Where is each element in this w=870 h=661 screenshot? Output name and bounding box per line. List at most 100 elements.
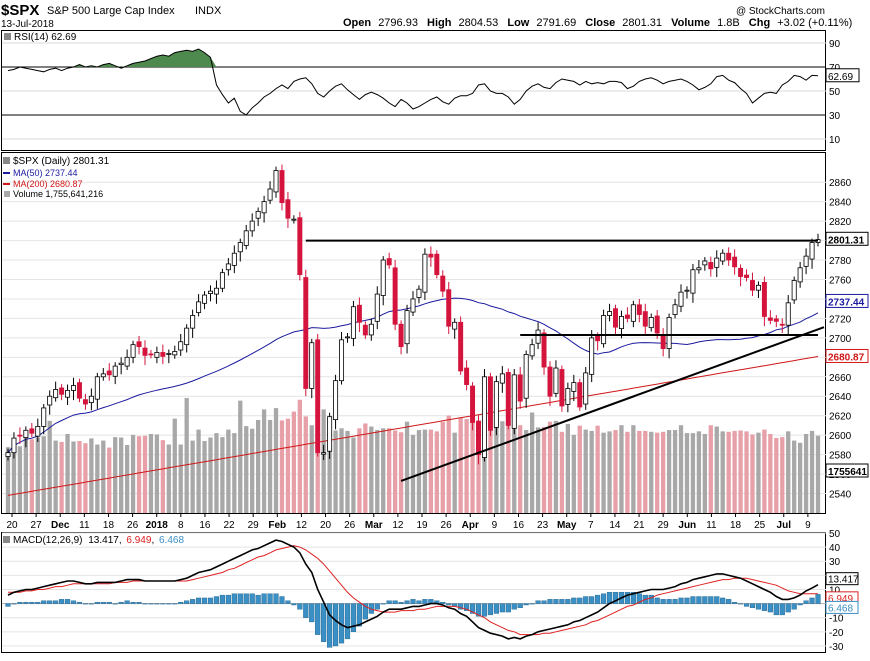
- candle-body: [362, 324, 368, 336]
- volume-bar: [631, 425, 636, 513]
- volume-bar: [59, 441, 64, 513]
- date-tick-label: May: [557, 520, 577, 531]
- candle-body: [380, 259, 386, 296]
- candle-body: [82, 399, 88, 405]
- volume-bar: [256, 419, 261, 513]
- macd-histogram-bar: [160, 603, 166, 605]
- macd-histogram-bar: [154, 603, 160, 605]
- close-value: 2801.31: [622, 17, 662, 29]
- macd-histogram-bar: [684, 597, 690, 604]
- candle-body: [642, 311, 648, 327]
- macd-histogram-bar: [207, 597, 214, 604]
- candle-body: [112, 365, 118, 377]
- candle-body: [386, 258, 392, 266]
- macd-histogram-bar: [231, 593, 237, 604]
- volume-bar: [375, 430, 380, 513]
- volume-label: Volume: [671, 17, 710, 29]
- ohlc-summary: Open 2796.93 High 2804.53 Low 2791.69 Cl…: [343, 17, 852, 29]
- date-tick-label: 16: [513, 520, 525, 531]
- macd-histogram-bar: [749, 603, 756, 609]
- volume-bar: [577, 425, 582, 513]
- macd-histogram-bar: [285, 600, 291, 604]
- rsi-panel: 907050301062.69: [2, 39, 860, 146]
- candle-body: [5, 452, 11, 457]
- ma50-last-label-box: [825, 293, 869, 308]
- chg-label: Chg: [749, 17, 770, 29]
- macd-histogram-bar: [243, 593, 249, 604]
- macd-tick-label: -20: [829, 628, 844, 639]
- candle-body: [71, 385, 76, 391]
- candle-body: [339, 339, 345, 382]
- macd-histogram-bar: [743, 603, 750, 607]
- rsi-line: [7, 48, 819, 116]
- volume-bar: [220, 437, 225, 513]
- candle-body: [708, 262, 714, 270]
- volume-bar: [291, 411, 297, 513]
- date-tick-label: Jun: [678, 520, 696, 531]
- volume-bar: [780, 437, 785, 513]
- candle-body: [583, 372, 589, 405]
- volume-bar: [428, 429, 434, 513]
- macd-histogram-bar: [499, 603, 505, 613]
- macd-histogram-bar: [535, 600, 541, 604]
- macd-histogram-bar: [553, 599, 559, 604]
- candle-body: [178, 341, 184, 351]
- price-tick-label: 2700: [829, 334, 852, 345]
- macd-histogram-bar: [17, 601, 23, 604]
- price-tick-label: 2720: [829, 314, 852, 325]
- candle-body: [434, 253, 440, 276]
- macd-histogram-bar: [648, 594, 654, 604]
- date-tick-label: 19: [416, 520, 428, 531]
- volume-legend-label: Volume 1,755,641,216: [13, 189, 103, 199]
- macd-histogram-bar: [809, 597, 815, 604]
- macd-last-label-box: [825, 572, 859, 586]
- open-value: 2796.93: [378, 17, 418, 29]
- candle-body: [172, 351, 178, 356]
- volume-bar: [518, 425, 523, 513]
- price-tick-label: 2840: [829, 198, 852, 209]
- candle-body: [499, 373, 505, 384]
- macd-histogram-bar: [803, 600, 809, 604]
- macd-histogram-bar: [219, 594, 225, 604]
- ma200-line: [7, 356, 819, 496]
- candle-body: [738, 267, 744, 277]
- macd-histogram-bar: [523, 603, 529, 606]
- macd-histogram-bar: [41, 600, 47, 604]
- macd-histogram-bar: [249, 593, 255, 604]
- candle-body: [464, 367, 470, 385]
- candle-body: [124, 356, 130, 367]
- macd-histogram-bar: [53, 600, 59, 604]
- candle-body: [565, 388, 571, 405]
- candle-body: [154, 352, 160, 358]
- price-tick-label: 2540: [829, 490, 852, 501]
- candle-body: [714, 257, 720, 268]
- volume-bar: [124, 444, 130, 513]
- date-tick-label: 26: [441, 520, 453, 531]
- volume-bar: [321, 409, 326, 513]
- macd-histogram-bar: [708, 596, 714, 604]
- candle-body: [690, 269, 696, 294]
- volume-last-label: 1755641: [828, 467, 867, 478]
- date-axis: 20 27 Dec 11 18 26 2018 8 16 22 29 Feb 12 20 26 Mar 12 19…: [6, 513, 811, 531]
- date-tick-label: 14: [609, 520, 621, 531]
- candle-body: [225, 263, 231, 271]
- volume-bar: [649, 431, 654, 513]
- volume-bar: [333, 430, 338, 513]
- candle-body: [422, 253, 428, 293]
- macd-histogram-bar: [142, 603, 148, 605]
- candle-body: [547, 366, 553, 397]
- macd-legend-text: MACD(12,26,9) 13.417, 6.949, 6.468: [13, 535, 184, 546]
- volume-bar: [53, 440, 58, 513]
- price-tick-label: 2620: [829, 412, 852, 423]
- macd-histogram-bar: [505, 603, 511, 613]
- candle-body: [350, 306, 356, 339]
- last-close-label-box: [825, 231, 869, 246]
- volume-bar: [512, 423, 517, 513]
- candle-body: [779, 323, 785, 326]
- macd-histogram-bar: [398, 601, 404, 604]
- macd-histogram-bar: [666, 599, 672, 604]
- macd-histogram-bar: [356, 603, 362, 627]
- date-tick-label: 20: [6, 520, 18, 531]
- price-legend-swatch: [3, 157, 10, 164]
- volume-bar: [357, 428, 362, 513]
